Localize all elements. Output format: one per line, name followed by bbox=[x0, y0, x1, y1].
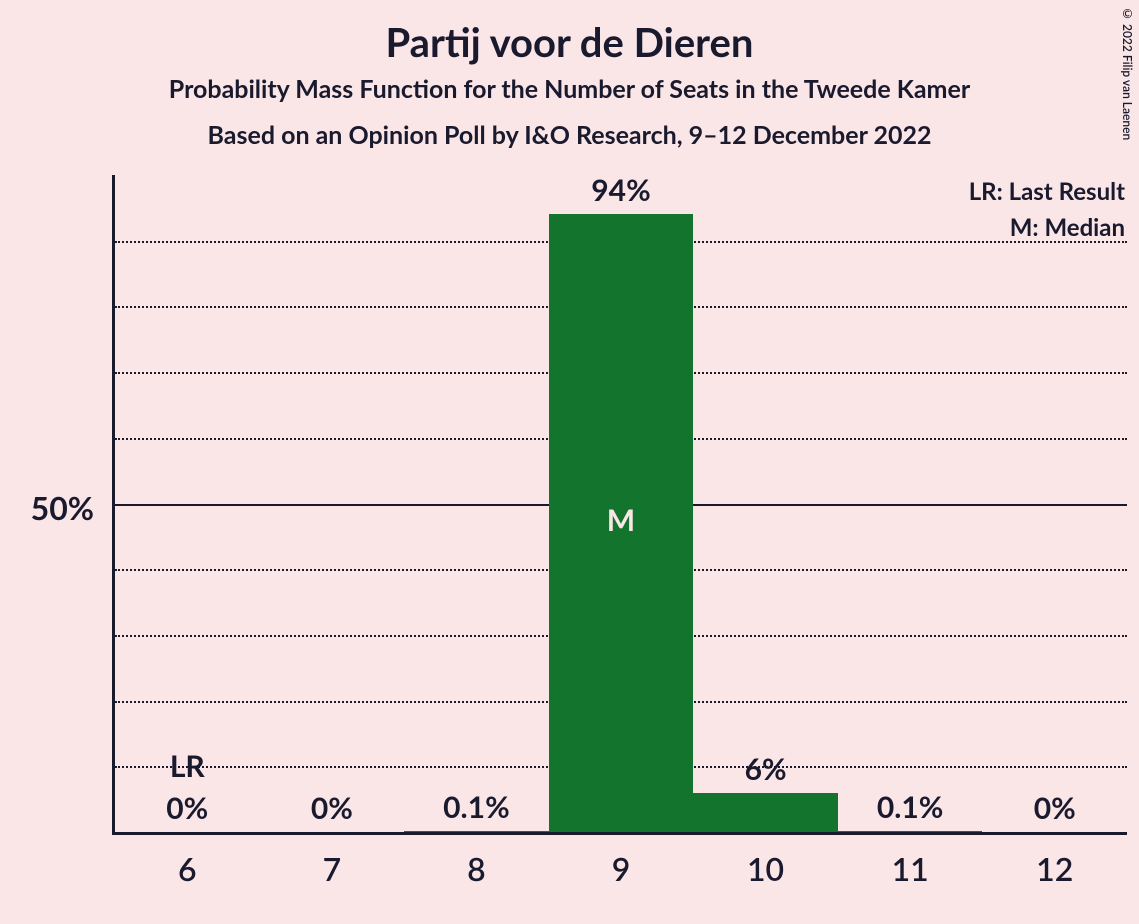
chart-title: Partij voor de Dieren bbox=[0, 18, 1139, 66]
x-axis-tick-label: 12 bbox=[982, 849, 1127, 888]
bar-value-label: 0% bbox=[260, 790, 405, 826]
x-axis-tick-label: 11 bbox=[838, 849, 983, 888]
bar-value-label: 0.1% bbox=[404, 789, 549, 825]
x-axis-tick-label: 6 bbox=[115, 849, 260, 888]
bar-value-label: 0% bbox=[982, 790, 1127, 826]
bar bbox=[404, 831, 549, 832]
chart-container: Partij voor de Dieren Probability Mass F… bbox=[0, 0, 1139, 924]
plot-area: 0%6LR0%70.1%894%9M6%100.1%110%12 bbox=[112, 175, 1127, 835]
bar bbox=[693, 793, 838, 832]
chart-subtitle-1: Probability Mass Function for the Number… bbox=[0, 74, 1139, 104]
bar-value-label: 0% bbox=[115, 790, 260, 826]
bar bbox=[838, 831, 983, 832]
x-axis-tick-label: 8 bbox=[404, 849, 549, 888]
y-axis-tick-label: 50% bbox=[0, 488, 94, 527]
median-marker: M bbox=[549, 502, 694, 538]
x-axis-tick-label: 7 bbox=[260, 849, 405, 888]
x-axis-tick-label: 9 bbox=[549, 849, 694, 888]
copyright-text: © 2022 Filip van Laenen bbox=[1120, 6, 1135, 140]
bar-value-label: 6% bbox=[693, 751, 838, 787]
legend-median: M: Median bbox=[1010, 213, 1125, 242]
bar-value-label: 94% bbox=[549, 172, 694, 208]
x-axis bbox=[112, 832, 1127, 835]
last-result-marker: LR bbox=[115, 748, 260, 784]
x-axis-tick-label: 10 bbox=[693, 849, 838, 888]
legend-last-result: LR: Last Result bbox=[969, 177, 1125, 206]
chart-subtitle-2: Based on an Opinion Poll by I&O Research… bbox=[0, 120, 1139, 150]
bar-value-label: 0.1% bbox=[838, 789, 983, 825]
